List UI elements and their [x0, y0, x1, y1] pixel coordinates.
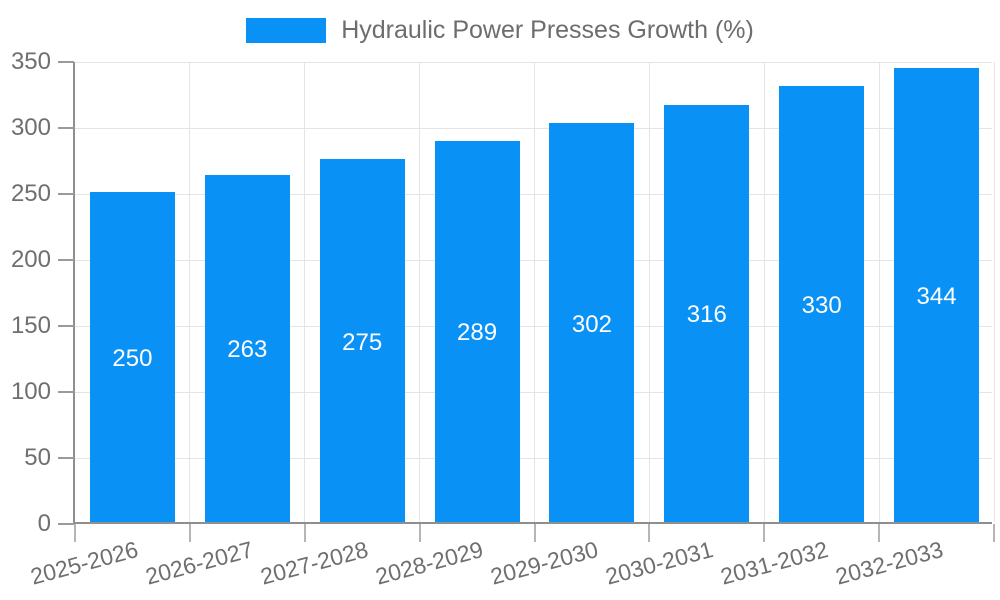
legend-swatch	[246, 18, 327, 43]
y-tick-mark	[58, 325, 74, 327]
y-gridline	[75, 61, 992, 63]
x-axis-tick-label: 2026-2027	[143, 536, 257, 590]
y-gridline	[75, 127, 992, 129]
y-axis-tick-label: 250	[10, 180, 51, 207]
x-axis-tick-label: 2025-2026	[28, 536, 142, 590]
x-gridline	[419, 62, 421, 522]
y-gridline	[75, 193, 992, 195]
x-tick-mark	[74, 524, 76, 542]
x-gridline	[304, 62, 306, 522]
bar-2027-2028[interactable]	[319, 159, 405, 522]
x-axis-tick-label: 2028-2029	[372, 536, 486, 590]
x-tick-mark	[533, 524, 536, 542]
legend-item[interactable]: Hydraulic Power Presses Growth (%)	[246, 16, 754, 45]
x-gridline	[189, 62, 191, 522]
x-axis-tick-label: 2030-2031	[602, 536, 716, 590]
bar-value-label: 302	[571, 310, 612, 338]
bar-value-label: 275	[342, 328, 383, 356]
bar-value-label: 316	[686, 301, 727, 329]
y-tick-mark	[58, 523, 74, 525]
x-gridline	[534, 62, 535, 522]
y-tick-mark	[58, 259, 74, 261]
bar-2028-2029[interactable]	[434, 140, 520, 522]
x-tick-mark	[303, 524, 306, 542]
x-axis-tick-label: 2032-2033	[832, 536, 946, 590]
bar-value-label: 250	[112, 345, 153, 372]
y-tick-mark	[58, 193, 74, 195]
x-axis-tick-label: 2027-2028	[257, 536, 371, 590]
y-axis-tick-label: 50	[24, 444, 51, 471]
bar-2032-2033[interactable]	[894, 67, 980, 522]
x-gridline	[993, 62, 995, 522]
y-gridline	[75, 457, 992, 459]
plot-area: 0 50 100 150 200 250 300 350 250 2025-2026 263 2026…	[11, 48, 995, 590]
x-tick-mark	[993, 524, 995, 542]
y-tick-mark	[58, 61, 74, 63]
bar-value-label: 344	[916, 282, 957, 310]
y-axis-tick-label: 200	[10, 246, 51, 273]
y-gridline	[75, 259, 992, 261]
y-tick-mark	[58, 457, 74, 459]
x-tick-mark	[418, 524, 421, 542]
x-tick-mark	[878, 524, 881, 542]
y-gridline	[75, 391, 992, 393]
y-axis-tick-label: 350	[10, 48, 51, 75]
y-axis-tick-label: 150	[10, 312, 51, 339]
x-tick-mark	[648, 524, 651, 542]
bar-2029-2030[interactable]	[549, 123, 635, 522]
y-tick-mark	[58, 391, 74, 393]
bar-2026-2027[interactable]	[204, 174, 290, 522]
bar-2030-2031[interactable]	[664, 104, 750, 522]
x-axis-tick-label: 2031-2032	[717, 536, 831, 590]
bar-value-label: 263	[227, 336, 268, 364]
x-gridline	[648, 62, 650, 522]
y-gridline	[75, 325, 992, 327]
y-axis-tick-label: 100	[10, 378, 51, 405]
x-tick-mark	[188, 524, 191, 542]
x-tick-mark	[763, 524, 766, 542]
x-axis-tick-label: 2029-2030	[487, 536, 601, 590]
y-tick-mark	[58, 127, 74, 129]
chart-legend: Hydraulic Power Presses Growth (%)	[0, 16, 1000, 45]
bar-2025-2026[interactable]	[89, 192, 175, 522]
bar-2031-2032[interactable]	[779, 86, 865, 522]
y-axis-tick-label: 300	[10, 114, 51, 141]
bar-value-label: 330	[801, 292, 842, 320]
y-axis-tick-label: 0	[37, 510, 51, 537]
x-gridline	[878, 62, 880, 522]
bar-value-label: 289	[457, 319, 498, 347]
x-gridline	[763, 62, 765, 522]
legend-label: Hydraulic Power Presses Growth (%)	[341, 16, 754, 44]
